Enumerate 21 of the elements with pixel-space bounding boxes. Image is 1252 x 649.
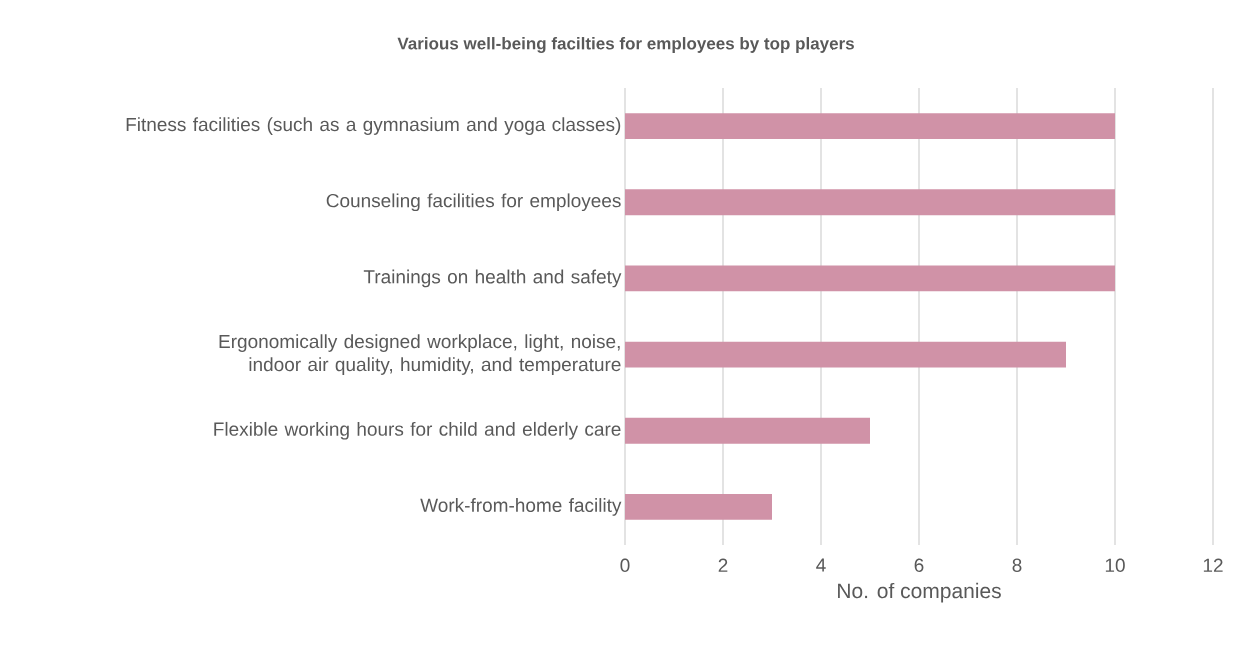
bar xyxy=(625,265,1115,292)
chart-title: Various well-being facilties for employees by top players xyxy=(397,37,854,53)
x-axis-title: No. of companies xyxy=(838,582,1001,603)
x-tick-label: 6 xyxy=(914,558,924,572)
bar xyxy=(625,493,772,520)
y-tick-label: Fitness facilities (such as a gymnasium and yoga classes) xyxy=(126,117,621,135)
y-tick-label: Trainings on health and safety xyxy=(363,269,622,288)
x-tick-label: 0 xyxy=(620,558,630,572)
bar xyxy=(625,189,1115,216)
y-tick-label: Counseling facilities for employees xyxy=(326,193,621,212)
x-tick-label: 2 xyxy=(718,558,728,572)
bar xyxy=(625,113,1115,140)
y-tick-label: Ergonomically designed workplace, light, noise, indoor air quality, humidity, and temperature xyxy=(219,334,621,375)
y-tick-label: Work-from-home facility xyxy=(420,498,622,516)
x-tick-label: 8 xyxy=(1012,558,1022,572)
y-tick-label: Flexible working hours for child and elderly care xyxy=(214,421,621,440)
bar xyxy=(625,341,1066,368)
bar xyxy=(625,417,870,444)
x-tick-label: 4 xyxy=(816,558,826,572)
x-tick-label: 12 xyxy=(1203,558,1223,572)
x-tick-label: 10 xyxy=(1105,558,1125,572)
